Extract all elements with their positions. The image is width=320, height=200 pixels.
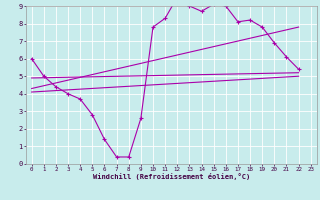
X-axis label: Windchill (Refroidissement éolien,°C): Windchill (Refroidissement éolien,°C) — [92, 173, 250, 180]
